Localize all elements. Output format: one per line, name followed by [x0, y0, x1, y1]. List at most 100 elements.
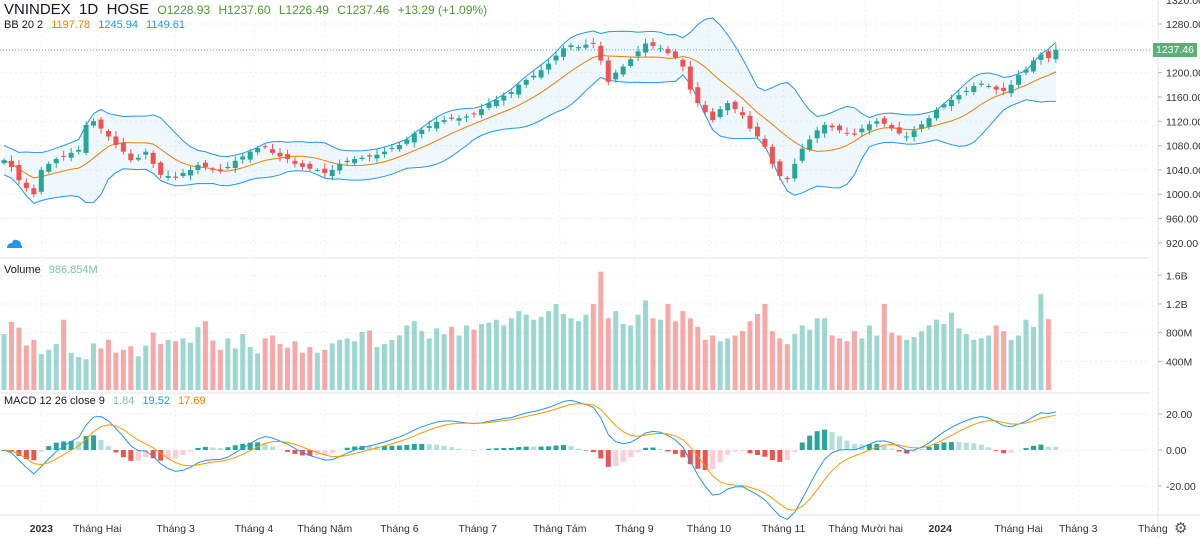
candle-body	[262, 146, 268, 148]
volume-bar	[135, 356, 141, 390]
candle-body	[478, 109, 484, 116]
volume-bar	[91, 343, 97, 390]
candle-body	[874, 121, 880, 124]
macd-histogram-bar	[322, 450, 328, 456]
candle-body	[822, 124, 828, 134]
macd-legend[interactable]: MACD 12 26 close 9 1.84 19.52 17.69	[4, 395, 211, 407]
macd-histogram-bar	[896, 450, 902, 452]
candle-body	[881, 118, 887, 124]
tradingview-logo-icon[interactable]	[4, 234, 24, 254]
macd-histogram-bar	[31, 450, 37, 461]
volume-bar	[352, 341, 358, 390]
volume-bar	[195, 326, 201, 390]
macd-line-value: 19.52	[142, 395, 170, 407]
macd-histogram-bar	[1008, 450, 1014, 453]
volume-bar	[725, 338, 731, 390]
candle-body	[1023, 69, 1029, 73]
macd-tick-label: -20.00	[1166, 481, 1196, 493]
candle-body	[807, 139, 813, 150]
macd-histogram-bar	[986, 447, 992, 450]
candle-body	[8, 160, 14, 167]
candle-body	[926, 118, 932, 127]
candle-body	[158, 162, 164, 175]
volume-bar	[538, 316, 544, 390]
macd-histogram-bar	[456, 448, 462, 450]
macd-histogram-bar	[575, 448, 581, 450]
volume-bar	[31, 339, 37, 390]
bb-legend[interactable]: BB 20 2 1197.78 1245.94 1149.61	[4, 19, 190, 31]
candle-body	[150, 152, 156, 164]
price-legend: VNINDEX 1D HOSE O1228.93 H1237.60 L1226.…	[4, 1, 492, 18]
bb-basis-value: 1197.78	[51, 19, 91, 31]
macd-histogram-bar	[665, 450, 671, 452]
settings-gear-icon[interactable]: ⚙	[1174, 520, 1188, 537]
candle-body	[352, 158, 358, 164]
symbol-label[interactable]: VNINDEX	[4, 1, 71, 18]
macd-histogram-bar	[158, 450, 164, 461]
macd-histogram-bar	[926, 446, 932, 450]
macd-histogram-bar	[516, 447, 522, 450]
volume-bar	[98, 348, 104, 390]
volume-bar	[225, 338, 231, 390]
candle-body	[561, 48, 566, 57]
macd-histogram-bar	[531, 446, 537, 450]
candle-body	[754, 126, 760, 137]
time-tick-label: Tháng Năm	[297, 523, 352, 535]
candle-body	[538, 70, 544, 78]
volume-bar	[367, 330, 373, 390]
macd-histogram-bar	[680, 450, 686, 458]
candle-body	[23, 182, 29, 189]
candle-body	[389, 148, 395, 150]
macd-histogram-bar	[210, 447, 216, 450]
macd-histogram-bar	[725, 450, 731, 455]
volume-bar	[807, 329, 813, 390]
candle-body	[516, 84, 522, 95]
macd-histogram-bar	[240, 443, 246, 450]
volume-bar	[695, 326, 701, 390]
candle-body	[299, 163, 305, 167]
macd-histogram-bar	[434, 444, 440, 450]
volume-bar	[814, 318, 820, 390]
macd-histogram-bar	[128, 450, 134, 461]
volume-bar	[322, 349, 328, 390]
candle-body	[374, 154, 380, 159]
volume-bar	[374, 346, 380, 390]
macd-histogram-bar	[792, 450, 798, 452]
volume-label: Volume	[4, 264, 41, 276]
volume-bar	[590, 303, 596, 390]
volume-bar	[575, 321, 581, 390]
interval-label[interactable]: 1D	[79, 1, 99, 18]
candle-body	[956, 95, 962, 100]
volume-bar	[299, 352, 305, 390]
macd-histogram-bar	[508, 447, 514, 450]
volume-bar	[1, 334, 7, 390]
macd-histogram-bar	[807, 435, 813, 450]
volume-bar	[561, 313, 566, 390]
time-tick-label: Tháng Tám	[533, 523, 587, 535]
candle-body	[143, 151, 149, 155]
candle-body	[695, 87, 701, 104]
volume-legend[interactable]: Volume 986.854M	[4, 264, 103, 276]
low-value: L1226.49	[278, 3, 329, 17]
macd-histogram-bar	[173, 450, 179, 459]
candle-body	[829, 125, 835, 128]
candle-body	[464, 116, 470, 118]
candle-body	[381, 151, 387, 155]
candle-body	[322, 168, 328, 173]
volume-bar	[38, 354, 44, 390]
macd-histogram-bar	[598, 450, 604, 459]
volume-bar	[762, 303, 768, 390]
macd-histogram-bar	[620, 450, 626, 463]
macd-histogram-bar	[784, 450, 790, 461]
candle-body	[31, 188, 37, 195]
volume-bar	[829, 335, 835, 390]
macd-histogram-bar	[68, 441, 74, 450]
volume-bar	[292, 341, 298, 390]
macd-histogram-bar	[889, 448, 895, 450]
volume-bar	[83, 359, 89, 390]
candle-body	[971, 86, 977, 93]
volume-bar	[911, 336, 917, 390]
macd-histogram-bar	[978, 444, 984, 450]
